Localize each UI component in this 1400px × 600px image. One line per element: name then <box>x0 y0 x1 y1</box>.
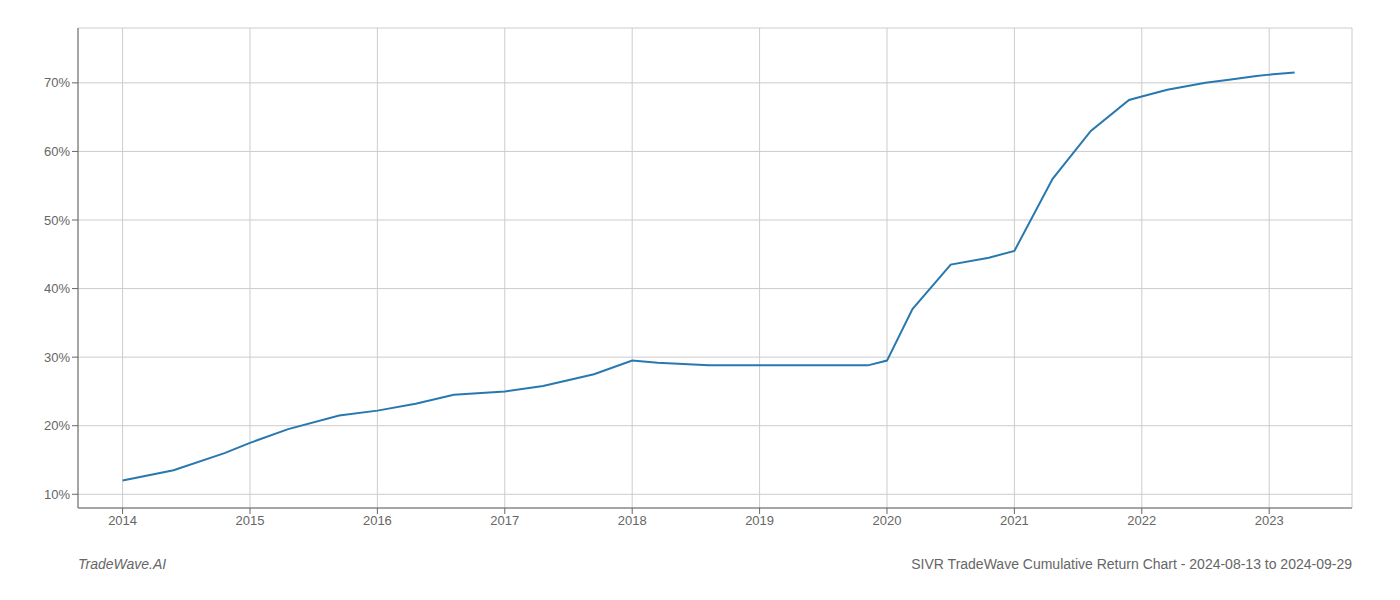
svg-text:20%: 20% <box>44 418 70 433</box>
svg-text:2014: 2014 <box>108 513 137 528</box>
svg-text:40%: 40% <box>44 281 70 296</box>
svg-text:50%: 50% <box>44 213 70 228</box>
svg-text:70%: 70% <box>44 75 70 90</box>
svg-text:2018: 2018 <box>618 513 647 528</box>
svg-text:2020: 2020 <box>873 513 902 528</box>
svg-text:2015: 2015 <box>236 513 265 528</box>
svg-text:2023: 2023 <box>1255 513 1284 528</box>
svg-text:10%: 10% <box>44 487 70 502</box>
svg-text:2022: 2022 <box>1127 513 1156 528</box>
svg-text:2017: 2017 <box>490 513 519 528</box>
svg-text:60%: 60% <box>44 144 70 159</box>
html-text:TradeWave.AI: TradeWave.AI <box>78 556 167 572</box>
svg-text:30%: 30% <box>44 350 70 365</box>
svg-text:2016: 2016 <box>363 513 392 528</box>
svg-text:2021: 2021 <box>1000 513 1029 528</box>
html-text:SIVR TradeWave Cumulative Retu: SIVR TradeWave Cumulative Return Chart -… <box>911 556 1352 572</box>
svg-text:2019: 2019 <box>745 513 774 528</box>
